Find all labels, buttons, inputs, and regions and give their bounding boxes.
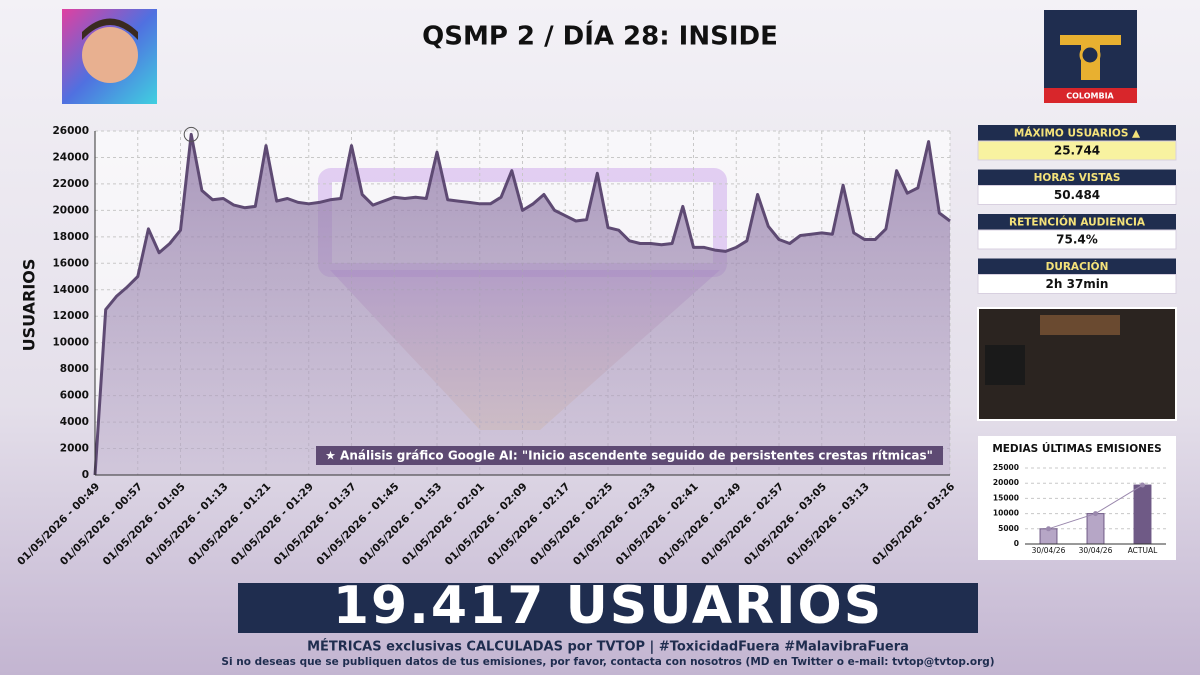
- stat-header: [978, 169, 1176, 186]
- stat-value: 25.744: [1054, 144, 1100, 158]
- y-tick-label: 10000: [52, 337, 89, 349]
- y-tick-label: 0: [1014, 539, 1019, 548]
- y-tick-label: 8000: [60, 363, 89, 375]
- stat-value-box: [977, 274, 1177, 294]
- bar: [1133, 484, 1152, 545]
- logo-eye: [1079, 44, 1101, 66]
- annotation-box: [316, 446, 943, 465]
- avatar-face: [82, 27, 138, 83]
- stat-header: [978, 258, 1176, 275]
- stat-header: [978, 125, 1176, 141]
- footer-note: Si no deseas que se publiquen datos de t…: [221, 656, 994, 668]
- y-tick-label: 26000: [52, 125, 89, 137]
- stat-label: HORAS VISTAS: [1034, 172, 1121, 184]
- thumbnail-detail: [985, 345, 1025, 385]
- stat-value-box: [977, 140, 1177, 161]
- y-tick-label: 18000: [52, 231, 89, 243]
- y-tick-label: 6000: [60, 390, 89, 402]
- stat-value: 2h 37min: [1046, 277, 1109, 291]
- stat-header: [978, 214, 1176, 230]
- thumbnail-detail: [1040, 315, 1120, 335]
- stat-label: DURACIÓN: [1046, 260, 1109, 273]
- stat-value-box: [977, 229, 1177, 250]
- x-tick-label: 30/04/26: [1079, 546, 1113, 555]
- y-tick-label: 20000: [52, 204, 89, 216]
- bar: [1086, 513, 1105, 545]
- area: [95, 134, 950, 475]
- title: QSMP 2 / DÍA 28: INSIDE: [422, 20, 778, 52]
- y-tick-label: 5000: [998, 524, 1019, 533]
- y-tick-label: 10000: [993, 509, 1019, 518]
- stat-value: 50.484: [1054, 188, 1100, 202]
- stat-value: 75.4%: [1056, 233, 1098, 247]
- y-tick-label: 24000: [52, 151, 89, 163]
- x-tick-label: 30/04/26: [1032, 546, 1066, 555]
- stat-value-box: [977, 185, 1177, 205]
- y-tick-label: 12000: [52, 310, 89, 322]
- y-tick-label: 0: [82, 469, 89, 481]
- annotation: ★ Análisis gráfico Google AI: "Inicio as…: [325, 449, 933, 463]
- line: [93, 132, 951, 476]
- y-tick-label: 4000: [60, 416, 89, 428]
- y-tick-label: 14000: [52, 284, 89, 296]
- mini-chart-title: MEDIAS ÚLTIMAS EMISIONES: [992, 442, 1161, 455]
- avatar-hair: [82, 18, 138, 40]
- y-tick-label: 22000: [52, 178, 89, 190]
- peak-marker: [183, 126, 199, 142]
- y-axis-label: USUARIOS: [20, 259, 39, 352]
- x-tick-label: ACTUAL: [1128, 546, 1158, 555]
- logo-band: [1044, 88, 1137, 103]
- y-tick-label: 20000: [993, 478, 1019, 487]
- y-tick-label: 25000: [993, 463, 1019, 472]
- trend-point: [1140, 482, 1145, 488]
- stat-label: MÁXIMO USUARIOS ▲: [1014, 127, 1141, 140]
- logo-text: COLOMBIA: [1066, 92, 1114, 101]
- y-tick-label: 15000: [993, 493, 1019, 502]
- big-number-box: [238, 583, 978, 633]
- footer-line: MÉTRICAS exclusivas CALCULADAS por TVTOP…: [307, 639, 909, 655]
- y-tick-label: 16000: [52, 257, 89, 269]
- stat-label: RETENCIÓN AUDIENCIA: [1009, 216, 1146, 229]
- trend-point: [1046, 526, 1051, 532]
- trend-point: [1093, 511, 1098, 517]
- y-tick-label: 2000: [60, 443, 89, 455]
- big-number: 19.417 USUARIOS: [333, 576, 883, 636]
